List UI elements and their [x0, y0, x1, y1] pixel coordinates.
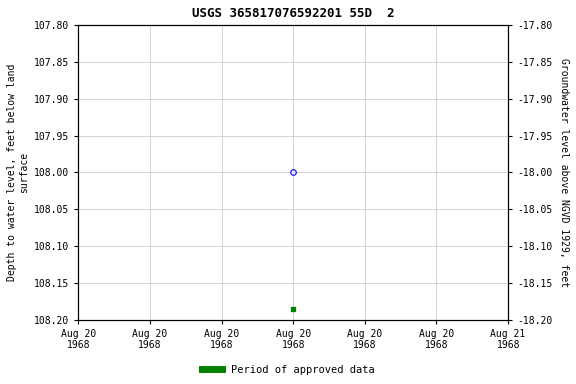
- Y-axis label: Depth to water level, feet below land
surface: Depth to water level, feet below land su…: [7, 64, 29, 281]
- Title: USGS 365817076592201 55D  2: USGS 365817076592201 55D 2: [192, 7, 395, 20]
- Y-axis label: Groundwater level above NGVD 1929, feet: Groundwater level above NGVD 1929, feet: [559, 58, 569, 287]
- Legend: Period of approved data: Period of approved data: [198, 361, 378, 379]
